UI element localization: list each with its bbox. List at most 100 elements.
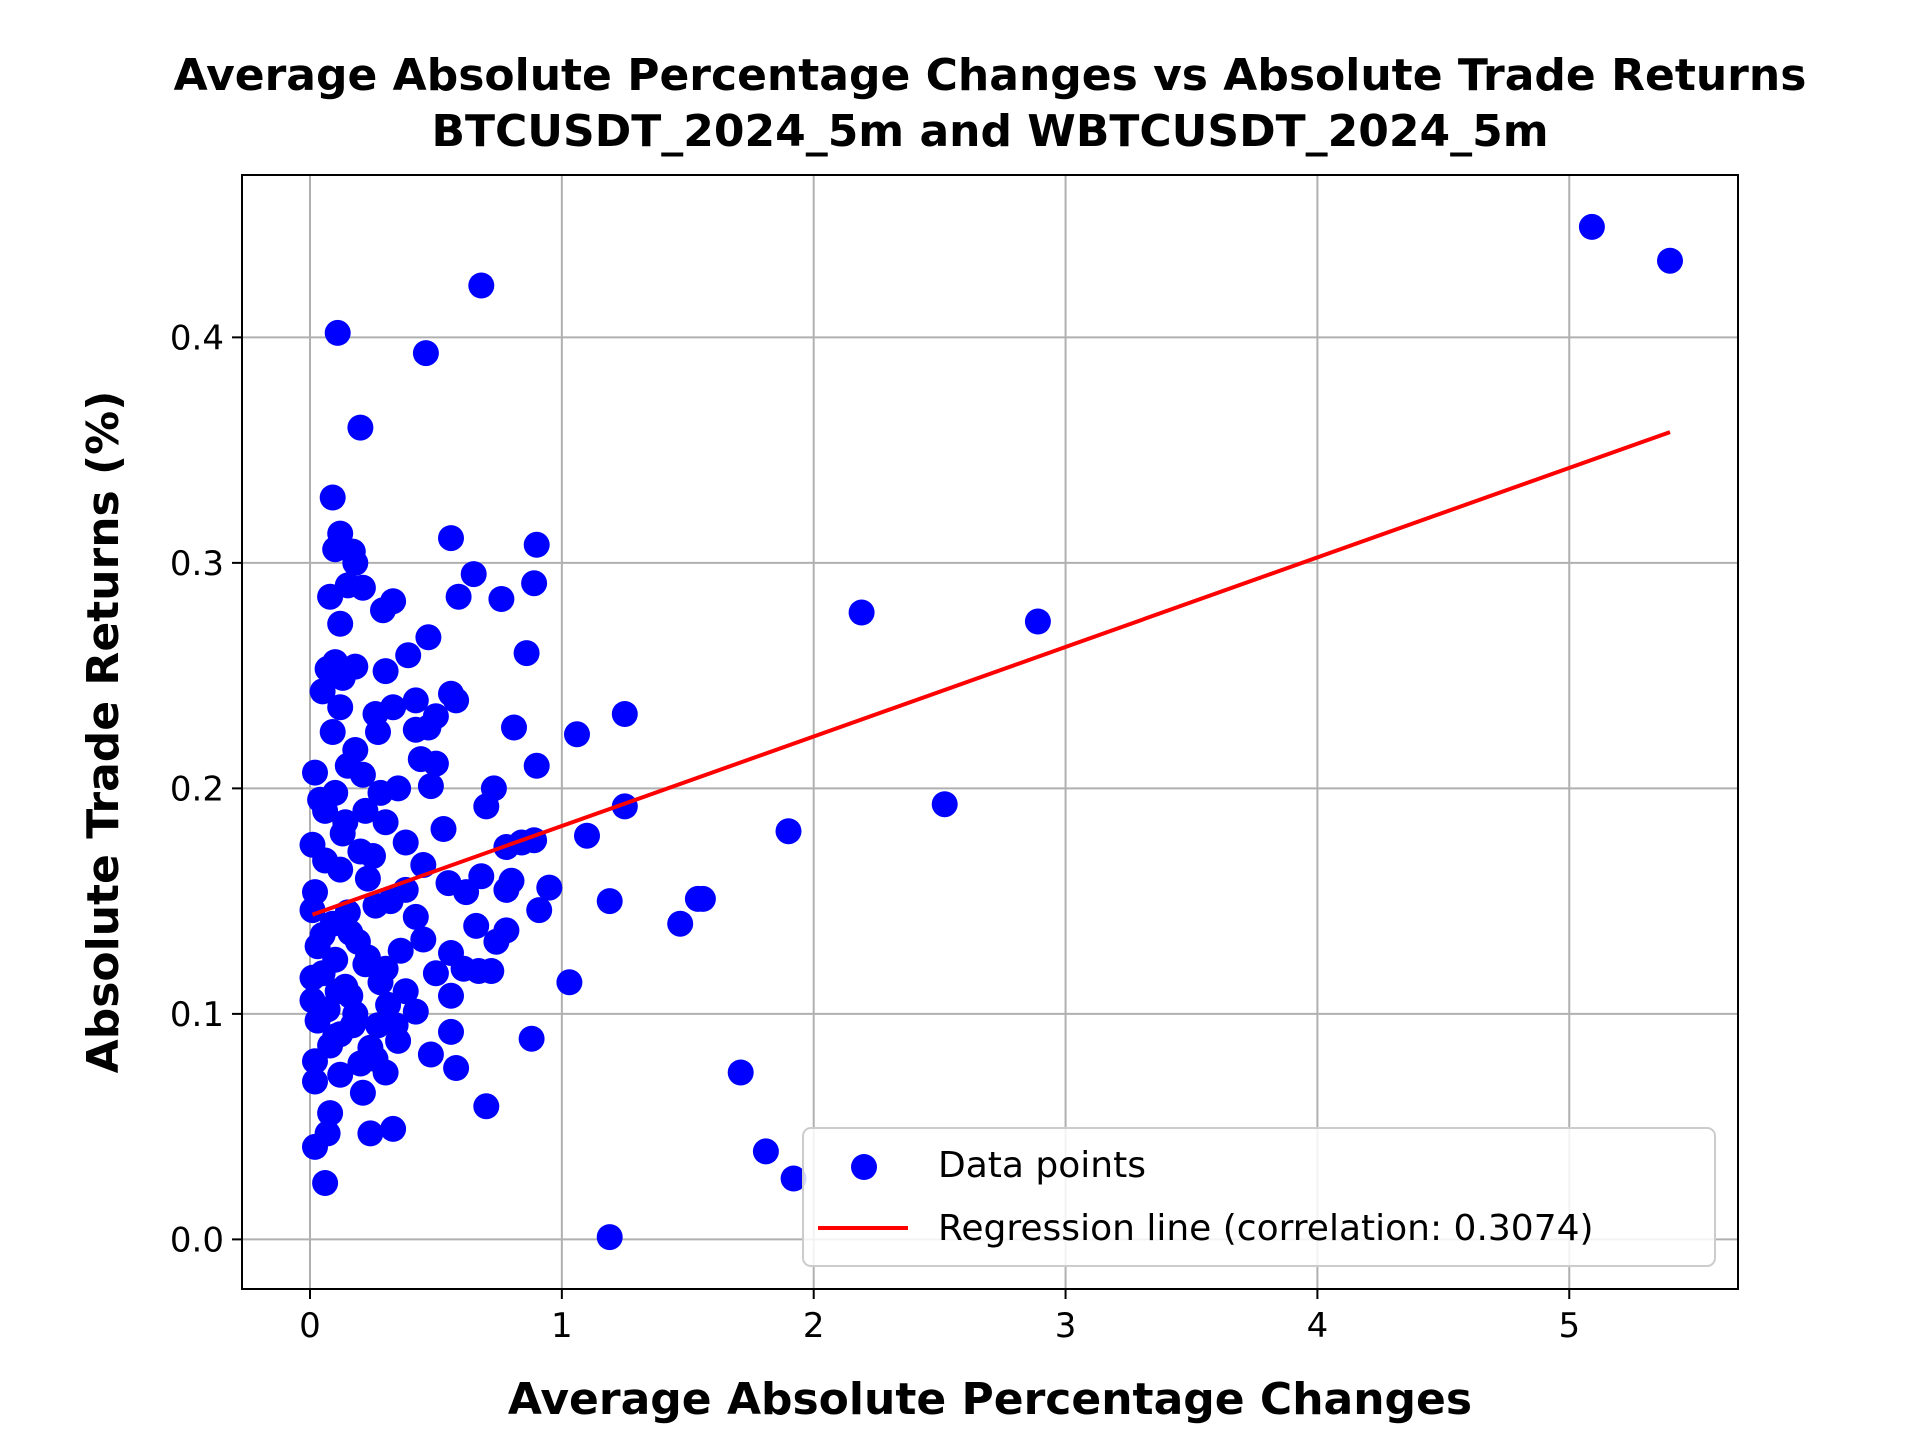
data-point: [392, 978, 419, 1005]
data-point: [302, 1068, 328, 1095]
data-point: [312, 847, 339, 874]
y-tick-label: 0.2: [170, 769, 224, 809]
data-point: [309, 922, 336, 948]
data-point: [1657, 247, 1683, 274]
data-point: [415, 624, 442, 651]
data-point: [1024, 608, 1051, 635]
data-point: [463, 912, 490, 939]
data-point: [317, 1100, 344, 1127]
data-point: [521, 570, 548, 597]
data-point: [689, 885, 716, 912]
data-point: [574, 822, 600, 849]
regression-line: [311, 430, 1671, 917]
legend-box: [802, 1127, 1716, 1267]
grid: [242, 175, 1738, 1289]
x-tick-label: 5: [1558, 1306, 1580, 1346]
data-point: [392, 829, 419, 856]
data-point: [443, 687, 470, 714]
data-point: [402, 998, 429, 1025]
data-point: [329, 820, 356, 847]
data-point: [780, 1165, 807, 1192]
x-axis-label: Average Absolute Percentage Changes: [508, 1374, 1472, 1425]
legend-marker-points: [851, 1154, 877, 1180]
data-point: [473, 1093, 500, 1120]
data-point: [611, 701, 638, 727]
data-point: [412, 340, 439, 367]
data-point: [327, 1061, 354, 1088]
data-point: [483, 928, 510, 955]
x-tick-label: 3: [1055, 1306, 1077, 1346]
data-points: [299, 213, 1683, 1251]
chart-title: Average Absolute Percentage Changes vs A…: [174, 50, 1807, 101]
data-point: [443, 1055, 470, 1081]
data-point: [329, 664, 356, 691]
y-axis-label: Absolute Trade Returns (%): [78, 391, 129, 1074]
x-tick-label: 1: [551, 1306, 573, 1346]
data-point: [367, 779, 394, 806]
legend: Data points Regression line (correlation…: [802, 1127, 1716, 1267]
data-point: [302, 1133, 328, 1160]
data-point: [365, 719, 391, 745]
data-point: [372, 955, 399, 982]
y-tick-label: 0.4: [170, 318, 224, 358]
legend-label-points: Data points: [938, 1145, 1146, 1186]
data-point: [417, 773, 444, 800]
data-point: [360, 843, 386, 869]
data-point: [931, 791, 958, 818]
data-point: [395, 642, 422, 669]
data-point: [314, 996, 341, 1023]
data-point: [309, 678, 336, 705]
data-point: [352, 797, 379, 824]
data-point: [380, 1115, 407, 1142]
data-point: [415, 714, 442, 741]
data-point: [596, 888, 623, 915]
data-point: [848, 599, 875, 626]
data-point: [324, 319, 351, 346]
data-point: [438, 982, 464, 1009]
chart-subtitle: BTCUSDT_2024_5m and WBTCUSDT_2024_5m: [431, 106, 1548, 157]
data-point: [327, 610, 354, 637]
data-point: [667, 910, 694, 937]
data-point: [727, 1059, 754, 1086]
data-point: [422, 750, 449, 777]
data-point: [445, 583, 472, 610]
data-point: [322, 1023, 349, 1050]
data-point: [488, 586, 515, 612]
data-point: [523, 752, 550, 779]
y-tick-label: 0.1: [170, 995, 224, 1035]
data-point: [460, 561, 487, 588]
data-point: [468, 272, 495, 299]
data-point: [422, 960, 449, 987]
data-point: [430, 816, 457, 842]
data-point: [299, 897, 326, 924]
data-point: [556, 969, 583, 996]
data-point: [465, 958, 492, 984]
data-point: [357, 1120, 384, 1147]
data-point: [319, 484, 346, 511]
data-point: [370, 597, 396, 624]
data-point: [347, 414, 374, 441]
data-point: [342, 549, 369, 576]
x-axis-ticks: 0 1 2 3 4 5: [299, 1289, 1580, 1346]
legend-label-regression: Regression line (correlation: 0.3074): [938, 1208, 1594, 1249]
data-point: [596, 1224, 623, 1251]
data-point: [536, 874, 563, 901]
data-point: [307, 786, 334, 813]
data-point: [349, 761, 376, 788]
data-point: [523, 531, 550, 558]
data-point: [526, 897, 553, 924]
data-point: [349, 1079, 376, 1106]
data-point: [349, 574, 376, 601]
data-point: [354, 865, 381, 892]
data-point: [372, 809, 399, 836]
regression-layer: [311, 430, 1671, 917]
data-point: [387, 937, 414, 964]
data-point: [402, 903, 429, 930]
data-point: [362, 1046, 389, 1072]
data-point: [501, 714, 527, 741]
data-point: [513, 640, 540, 667]
data-point: [775, 818, 802, 845]
data-point: [319, 719, 346, 745]
data-point: [327, 694, 354, 721]
data-point: [410, 926, 437, 953]
